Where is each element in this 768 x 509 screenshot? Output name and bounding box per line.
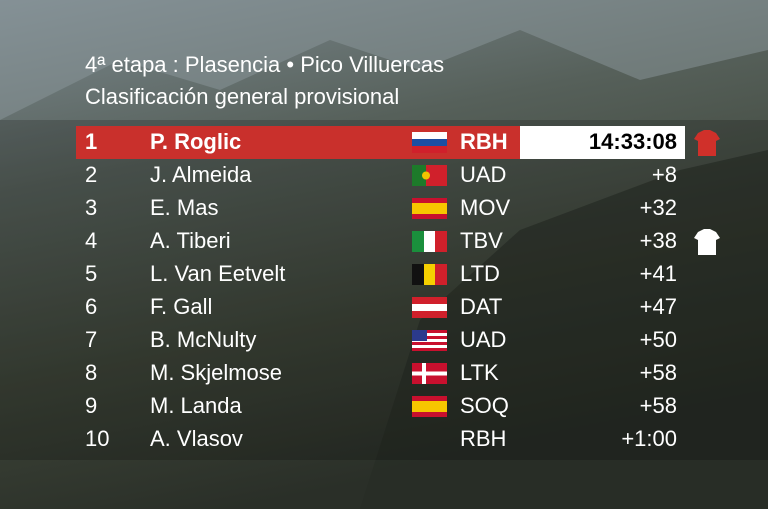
red-jersey-icon	[694, 130, 720, 156]
rider-name: L. Van Eetvelt	[150, 261, 285, 286]
team: MOV	[460, 195, 510, 220]
team: SOQ	[460, 393, 509, 418]
time: +50	[640, 327, 677, 352]
white-jersey-icon	[694, 229, 720, 255]
stage-title: 4ª etapa : Plasencia • Pico Villuercas	[85, 52, 444, 77]
time: +38	[640, 228, 677, 253]
team: UAD	[460, 327, 506, 352]
time: +1:00	[621, 426, 677, 451]
team: RBH	[460, 426, 506, 451]
time: +58	[640, 393, 677, 418]
time: +58	[640, 360, 677, 385]
rank: 3	[85, 195, 97, 220]
rider-name: B. McNulty	[150, 327, 256, 352]
time: +47	[640, 294, 677, 319]
rank: 2	[85, 162, 97, 187]
rider-name: J. Almeida	[150, 162, 252, 187]
team: TBV	[460, 228, 503, 253]
rider-name: M. Skjelmose	[150, 360, 282, 385]
rank: 8	[85, 360, 97, 385]
time: +32	[640, 195, 677, 220]
rider-name: A. Tiberi	[150, 228, 231, 253]
rank: 7	[85, 327, 97, 352]
leader-time-box	[520, 126, 685, 159]
subtitle: Clasificación general provisional	[85, 84, 399, 109]
rider-name: P. Roglic	[150, 129, 241, 154]
time: +41	[640, 261, 677, 286]
flags	[412, 132, 447, 417]
team: LTD	[460, 261, 500, 286]
rider-name: M. Landa	[150, 393, 242, 418]
mountain-slope	[360, 150, 768, 509]
team: DAT	[460, 294, 502, 319]
rank: 4	[85, 228, 97, 253]
leader-band	[76, 126, 520, 159]
rank: 5	[85, 261, 97, 286]
rank: 9	[85, 393, 97, 418]
team: LTK	[460, 360, 499, 385]
shade	[0, 120, 768, 460]
time: 14:33:08	[589, 129, 677, 154]
team: UAD	[460, 162, 506, 187]
team: RBH	[460, 129, 508, 154]
mountain-ridge	[0, 0, 768, 120]
rank: 10	[85, 426, 109, 451]
rank: 6	[85, 294, 97, 319]
rider-name: A. Vlasov	[150, 426, 243, 451]
time: +8	[652, 162, 677, 187]
rider-name: E. Mas	[150, 195, 218, 220]
rank: 1	[85, 129, 97, 154]
rider-name: F. Gall	[150, 294, 212, 319]
